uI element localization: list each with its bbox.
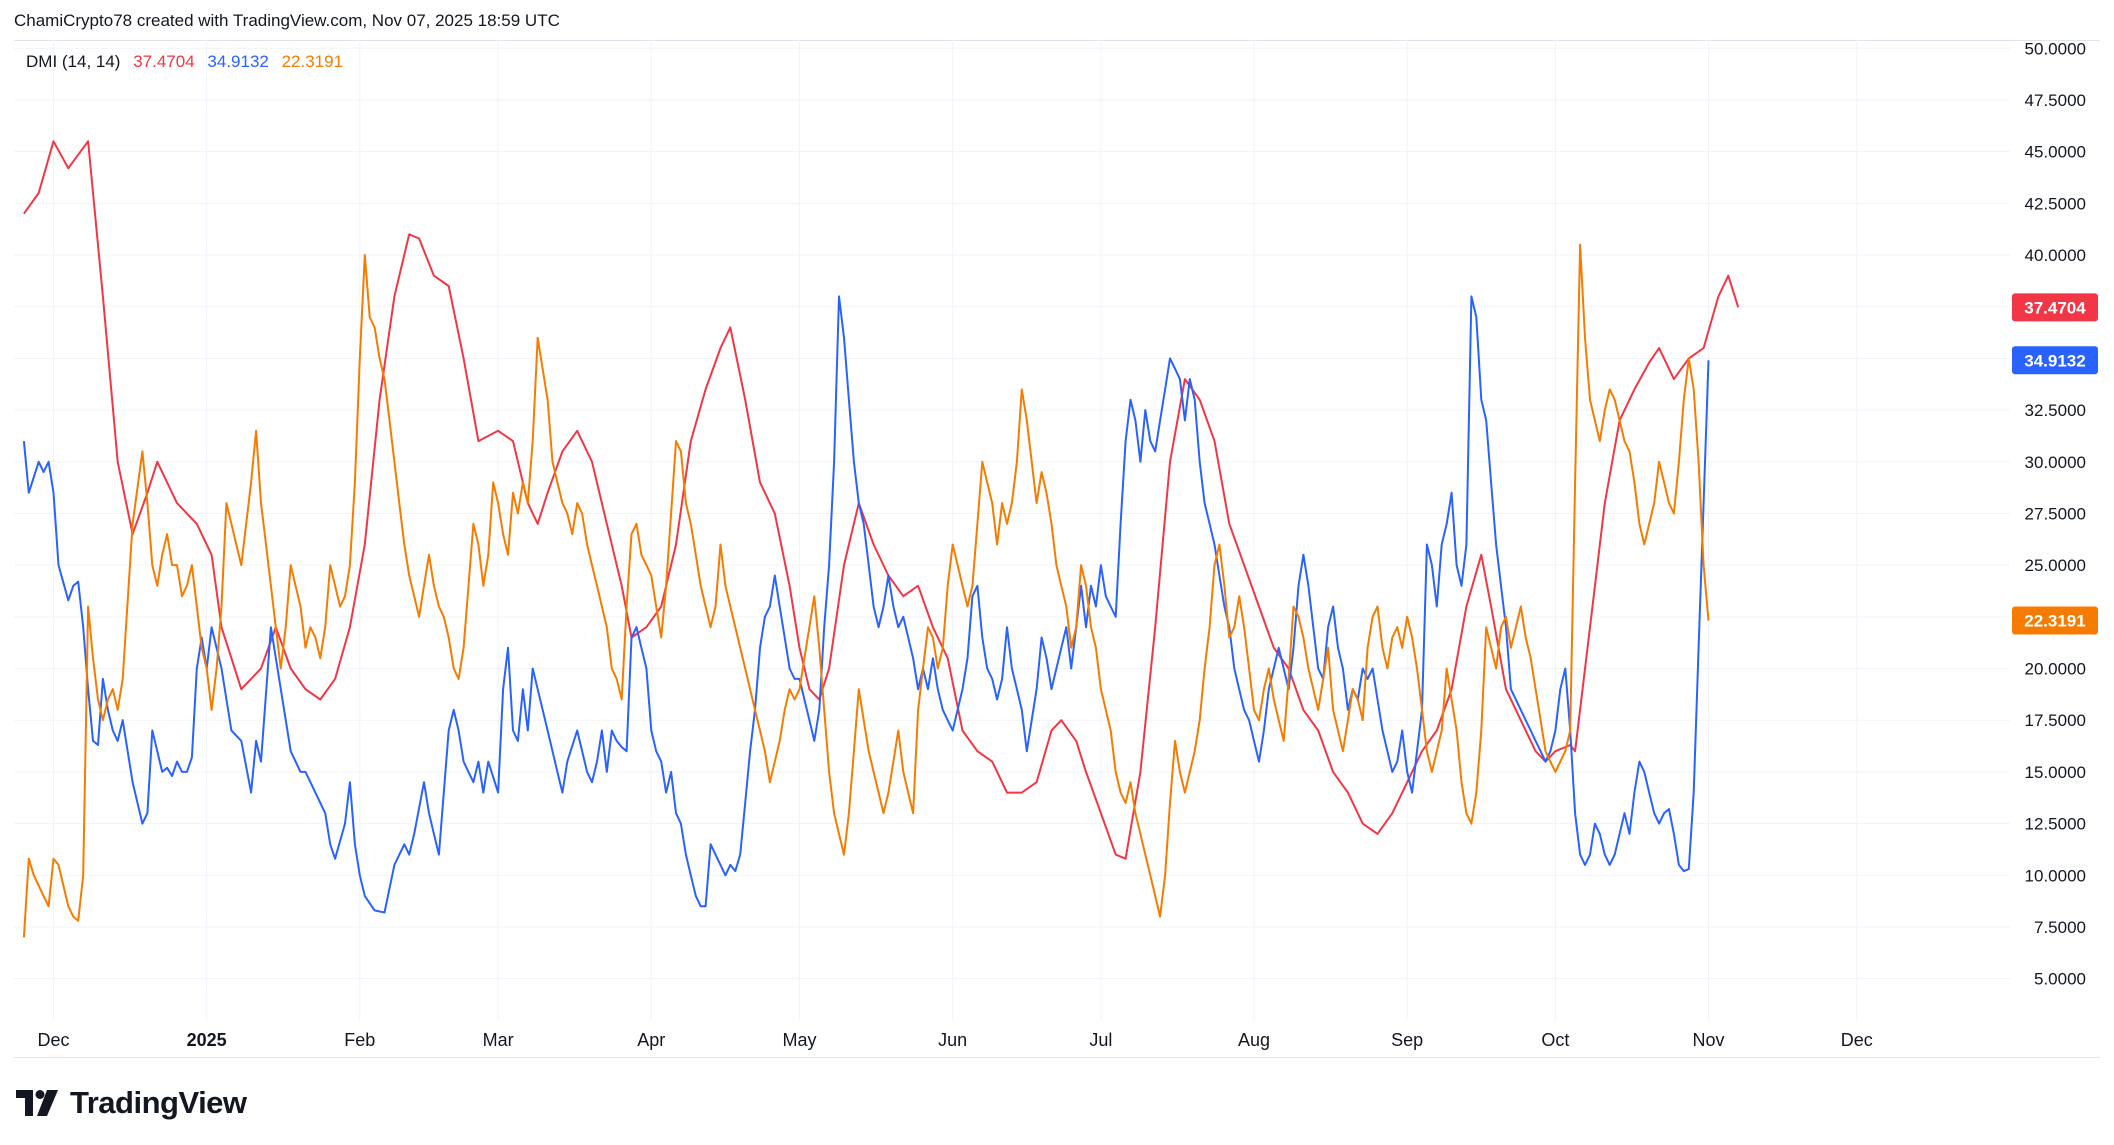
badge-label: 37.4704 [2024,298,2086,317]
y-tick-label: 15.0000 [2025,763,2086,782]
x-tick-label: Sep [1391,1030,1423,1050]
y-tick-label: 32.5000 [2025,401,2086,420]
y-tick-label: 12.5000 [2025,815,2086,834]
series-line-minusdi[interactable] [22,243,1710,938]
y-tick-label: 7.5000 [2034,918,2086,937]
chart-attribution: ChamiCrypto78 created with TradingView.c… [14,11,560,30]
y-tick-label: 5.0000 [2034,970,2086,989]
tradingview-logo-text: TradingView [70,1085,247,1120]
x-tick-label: Jul [1089,1030,1112,1050]
badge-background [2012,346,2098,375]
grid-lines [14,40,2010,1020]
minus-di-legend-value: 22.3191 [281,52,344,71]
x-tick-label: Nov [1693,1030,1725,1050]
y-tick-label: 45.0000 [2025,143,2086,162]
y-tick-label: 27.5000 [2025,504,2086,523]
y-tick-label: 20.0000 [2025,660,2086,679]
x-tick-label: May [782,1030,816,1050]
y-tick-label: 25.0000 [2025,556,2086,575]
x-tick-label: Dec [38,1030,70,1050]
x-tick-label: 2025 [187,1030,227,1050]
tradingview-logo[interactable]: TradingView [16,1085,247,1121]
x-tick-label: Feb [344,1030,375,1050]
y-tick-label: 42.5000 [2025,194,2086,213]
y-tick-label: 10.0000 [2025,866,2086,885]
plus-di-legend-value: 34.9132 [207,52,269,71]
indicator-name: DMI (14, 14) [26,52,121,71]
y-tick-label: 50.0000 [2025,39,2086,58]
y-tick-label: 47.5000 [2025,91,2086,110]
y-axis: 50.000047.500045.000042.500040.000037.50… [2025,39,2086,988]
x-tick-label: Apr [637,1030,665,1050]
adx-legend-value: 37.4704 [133,52,195,71]
chart-frame [14,40,2100,1058]
last-value-badge: 34.9132 [2012,346,2098,375]
x-axis: Dec 2025 Feb Mar Apr May Jun Jul Aug Sep Oct Nov Dec [38,1030,1873,1050]
last-value-badge: 22.3191 [2012,606,2098,635]
tradingview-logo-icon [16,1090,60,1116]
x-tick-label: Aug [1238,1030,1270,1050]
badge-background [2012,293,2098,322]
series-line-adx[interactable] [23,140,1740,860]
x-tick-label: Oct [1541,1030,1569,1050]
y-tick-label: 40.0000 [2025,246,2086,265]
series-line-plusdi[interactable] [22,295,1710,914]
x-tick-label: Dec [1841,1030,1873,1050]
x-tick-label: Mar [483,1030,514,1050]
y-tick-label: 17.5000 [2025,711,2086,730]
badge-label: 34.9132 [2024,351,2085,370]
y-tick-label: 30.0000 [2025,453,2086,472]
badge-label: 22.3191 [2024,612,2085,631]
x-tick-label: Jun [938,1030,967,1050]
indicator-legend[interactable]: DMI (14, 14) 37.4704 34.9132 22.3191 [26,52,351,72]
last-value-badge: 37.4704 [2012,293,2098,322]
badge-background [2012,606,2098,635]
last-value-badges: 37.4704 34.9132 22.3191 [2012,293,2098,635]
series-lines [22,140,1740,938]
